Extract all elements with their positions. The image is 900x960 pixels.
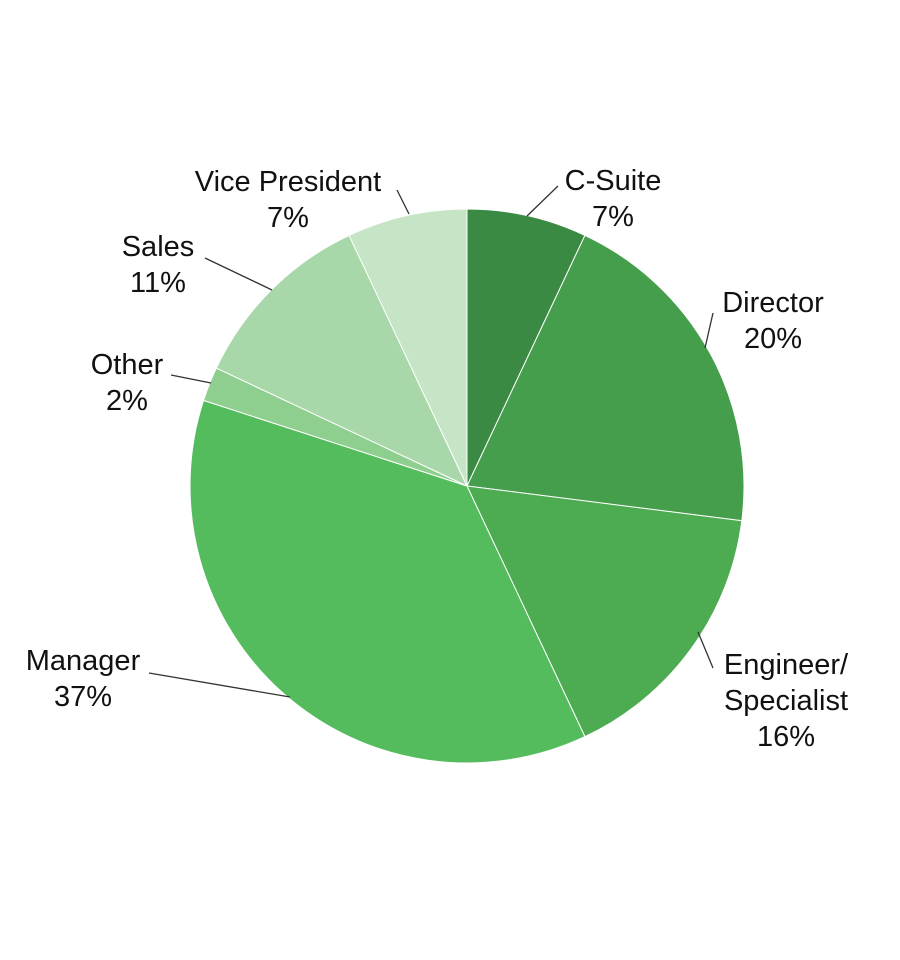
slice-category-label-manager: Manager: [26, 645, 141, 677]
slice-category-label-engineer-specialist: Specialist: [724, 685, 848, 717]
leader-line-sales: [204, 257, 273, 291]
pie-slice-engineer-specialist: [466, 485, 743, 738]
slice-value-label-sales: 11%: [130, 267, 186, 299]
labels-layer: C-Suite 7% Director 20% Engineer/Specialist 1…: [26, 165, 849, 753]
slice-category-label-other: Other: [91, 349, 164, 381]
slice-value-label-director: 20%: [744, 323, 802, 355]
slices-layer: [189, 208, 745, 764]
slice-category-label-engineer-specialist: Engineer/: [724, 649, 849, 681]
leader-line-other: [170, 374, 212, 384]
slice-value-label-other: 2%: [106, 385, 148, 417]
slice-value-label-c-suite: 7%: [592, 201, 634, 233]
slice-category-label-director: Director: [722, 287, 824, 319]
slice-value-label-vice-president: 7%: [267, 202, 309, 234]
leader-line-manager: [148, 672, 291, 698]
slice-value-label-manager: 37%: [54, 681, 112, 713]
leader-line-c-suite: [526, 185, 559, 217]
pie-slice-vice-president: [348, 208, 468, 487]
slice-category-label-vice-president: Vice President: [195, 166, 381, 198]
slice-value-label-engineer-specialist: 16%: [757, 721, 815, 753]
leader-line-engineer-specialist: [697, 631, 714, 669]
leader-line-vice-president: [396, 189, 410, 215]
leader-lines-layer: [148, 185, 714, 698]
slice-category-label-sales: Sales: [122, 231, 195, 263]
pie-slice-manager: [189, 399, 586, 764]
leader-line-director: [704, 312, 714, 349]
pie-slice-director: [466, 234, 745, 522]
slice-category-label-c-suite: C-Suite: [565, 165, 662, 197]
